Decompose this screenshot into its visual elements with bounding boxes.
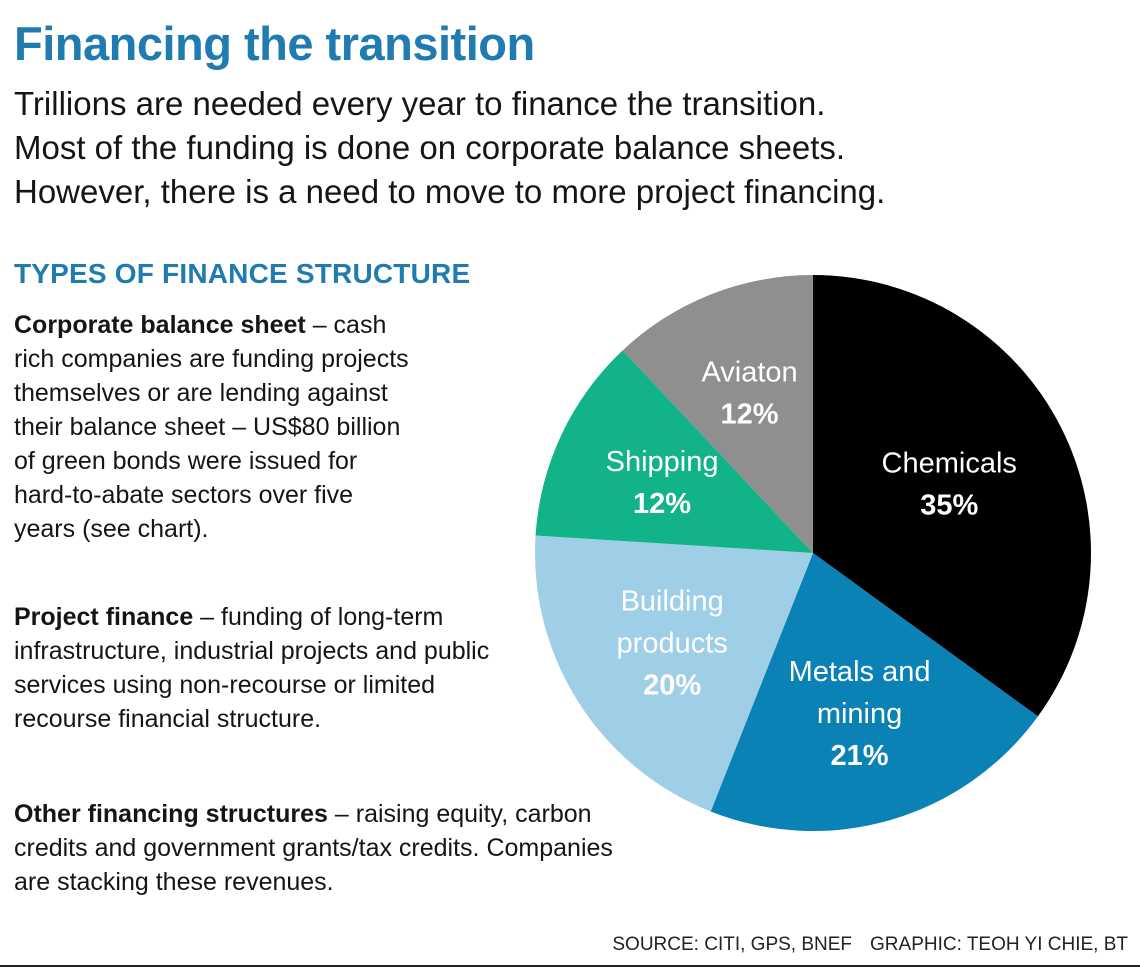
source-credit: SOURCE: CITI, GPS, BNEF GRAPHIC: TEOH YI … [612, 934, 1128, 956]
pie-slice-label: Chemicals 35% [882, 448, 1017, 522]
subtitle-line: However, there is a need to move to more… [14, 173, 886, 210]
pie-label-name: Building [621, 585, 724, 617]
page-title: Financing the transition [14, 17, 535, 70]
pie-slice-building-products [535, 535, 813, 812]
graphic-credit-text: GRAPHIC: TEOH YI CHIE, BT [870, 934, 1128, 955]
subtitle-line: Trillions are needed every year to finan… [14, 85, 826, 122]
pie-slice-label: Building products 20% [617, 585, 728, 701]
pie-label-name: products [617, 627, 728, 659]
pie-label-name: mining [817, 698, 902, 730]
description-project-finance: – funding of long-term infrastructure, i… [14, 603, 490, 733]
pie-slice-aviaton [622, 275, 813, 553]
pie-slice-label: Metals and mining 21% [789, 656, 931, 772]
pie-label-name: Aviaton [701, 357, 797, 389]
section-heading: TYPES OF FINANCE STRUCTURE [14, 258, 471, 289]
pie-label-name: Chemicals [882, 448, 1017, 480]
term-corporate-balance-sheet: Corporate balance sheet [14, 311, 306, 339]
description-other-financing: – raising equity, carbon credits and gov… [14, 800, 613, 896]
pie-label-value: 12% [633, 488, 691, 520]
pie-slice-metals-and-mining [710, 553, 1038, 831]
pie-label-value: 12% [721, 399, 779, 431]
term-other-financing: Other financing structures [14, 800, 328, 828]
pie-slice-label: Shipping 12% [606, 446, 719, 520]
pie-label-value: 35% [920, 490, 978, 522]
corporate-balance-sheet-paragraph: Corporate balance sheet – cash rich comp… [14, 308, 414, 546]
pie-label-name: Shipping [606, 446, 719, 478]
project-finance-paragraph: Project finance – funding of long-term i… [14, 600, 524, 736]
pie-slice-chemicals [813, 275, 1091, 717]
pie-chart: Chemicals 35% Metals and mining 21% Building p… [535, 275, 1091, 831]
bottom-rule [0, 965, 1140, 967]
pie-label-name: Metals and [789, 656, 931, 688]
description-corporate-balance-sheet: – cash rich companies are funding projec… [14, 311, 409, 543]
other-financing-paragraph: Other financing structures – raising equ… [14, 797, 654, 899]
term-project-finance: Project finance [14, 603, 194, 631]
pie-slice-shipping [535, 350, 813, 553]
source-text: SOURCE: CITI, GPS, BNEF [612, 934, 853, 955]
pie-label-value: 20% [643, 669, 701, 701]
pie-label-value: 21% [831, 740, 889, 772]
pie-slice-label: Aviaton 12% [701, 357, 797, 431]
subtitle-line: Most of the funding is done on corporate… [14, 129, 846, 166]
subtitle: Trillions are needed every year to finan… [14, 82, 1124, 214]
